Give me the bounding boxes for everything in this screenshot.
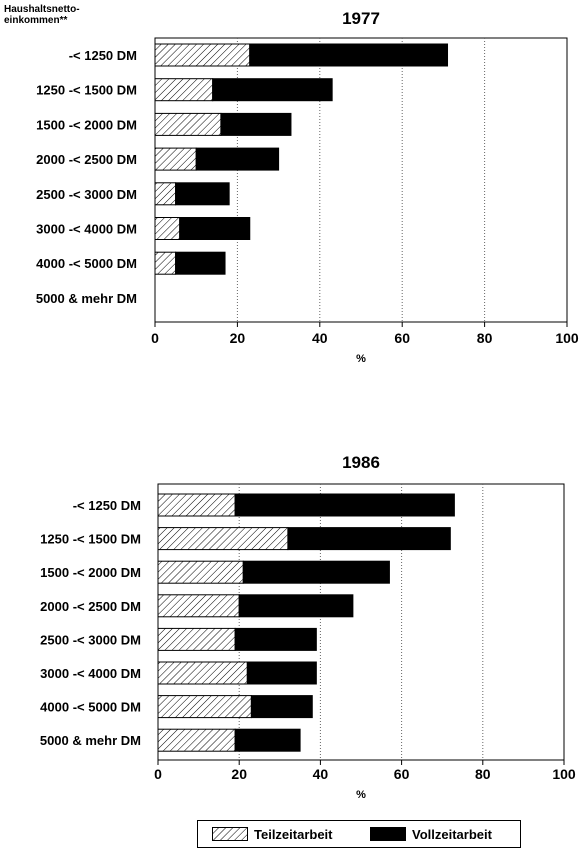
bar-teilzeit (157, 493, 236, 517)
category-label: 1250 -< 1500 DM (40, 532, 141, 547)
x-tick-label: 20 (230, 330, 246, 346)
x-tick-label: 100 (552, 766, 576, 782)
bar-vollzeit (250, 695, 313, 719)
bar-teilzeit (157, 527, 289, 551)
legend-swatch-solid (370, 827, 406, 841)
x-tick-label: 40 (313, 766, 329, 782)
bar-vollzeit (287, 527, 451, 551)
bar-teilzeit (157, 560, 244, 584)
plot-frame (157, 483, 565, 761)
bar-teilzeit (154, 182, 177, 206)
category-label: 1250 -< 1500 DM (36, 83, 137, 98)
category-label: 1500 -< 2000 DM (40, 565, 141, 580)
bar-teilzeit (154, 43, 251, 67)
bar-vollzeit (234, 627, 317, 651)
bar-vollzeit (175, 251, 226, 275)
bar-teilzeit (157, 627, 236, 651)
x-tick-label: 0 (154, 766, 162, 782)
category-label: 3000 -< 4000 DM (40, 666, 141, 681)
category-label: 4000 -< 5000 DM (36, 256, 137, 271)
category-label: -< 1250 DM (69, 48, 137, 63)
x-tick-label: 100 (555, 330, 579, 346)
bar-vollzeit (175, 182, 230, 206)
bar-vollzeit (179, 217, 251, 240)
chart-1986: 1986 0 20 40 60 80 100% -< 1250 DM 1250 -< 1500 … (40, 453, 576, 801)
bar-vollzeit (234, 493, 455, 517)
legend-item-vollzeit: Vollzeitarbeit (370, 826, 492, 842)
x-tick-label: 40 (312, 330, 328, 346)
x-axis-label: % (356, 789, 366, 801)
x-tick-label: 20 (231, 766, 247, 782)
x-tick-label: 0 (151, 330, 159, 346)
bar-teilzeit (157, 661, 248, 685)
category-label: 3000 -< 4000 DM (36, 222, 137, 237)
legend-swatch-hatch (212, 827, 248, 841)
category-label: 2500 -< 3000 DM (40, 632, 141, 647)
category-label: -< 1250 DM (73, 498, 141, 513)
bar-teilzeit (157, 695, 252, 719)
x-tick-label: 80 (475, 766, 491, 782)
bar-vollzeit (238, 594, 354, 618)
income-header-line1: Haushaltsnetto- (4, 4, 80, 15)
income-header-line2: einkommen** (4, 15, 68, 26)
bar-teilzeit (154, 112, 222, 136)
bar-vollzeit (234, 728, 301, 752)
bar-vollzeit (242, 560, 390, 584)
legend-item-teilzeit: Teilzeitarbeit (212, 826, 333, 842)
bar-teilzeit (154, 217, 181, 240)
x-tick-label: 60 (394, 330, 410, 346)
bar-teilzeit (154, 251, 177, 275)
x-tick-label: 80 (477, 330, 493, 346)
x-axis-label: % (356, 353, 366, 365)
category-label: 2000 -< 2500 DM (36, 152, 137, 167)
bar-teilzeit (157, 728, 236, 752)
income-header: Haushaltsnetto- einkommen** (4, 4, 80, 26)
category-label: 4000 -< 5000 DM (40, 700, 141, 715)
chart-title: 1977 (342, 9, 380, 28)
category-label: 5000 & mehr DM (36, 291, 137, 306)
category-label: 5000 & mehr DM (40, 733, 141, 748)
bar-teilzeit (154, 147, 197, 171)
category-label: 1500 -< 2000 DM (36, 117, 137, 132)
chart-1977: 1977 0 20 40 60 80 100% -< 1250 DM 1250 -< 1500 … (36, 9, 579, 365)
category-label: 2500 -< 3000 DM (36, 187, 137, 202)
bar-vollzeit (246, 661, 317, 685)
legend: Teilzeitarbeit Vollzeitarbeit (197, 820, 521, 848)
bar-vollzeit (195, 147, 280, 171)
bar-vollzeit (249, 43, 449, 67)
legend-label-teilzeit: Teilzeitarbeit (254, 826, 333, 842)
bar-vollzeit (212, 78, 333, 102)
bar-teilzeit (157, 594, 240, 618)
bar-teilzeit (154, 78, 214, 102)
chart-title: 1986 (342, 453, 380, 472)
plot-frame (154, 37, 568, 323)
bar-vollzeit (220, 112, 292, 136)
legend-label-vollzeit: Vollzeitarbeit (412, 826, 492, 842)
category-label: 2000 -< 2500 DM (40, 599, 141, 614)
x-tick-label: 60 (394, 766, 410, 782)
